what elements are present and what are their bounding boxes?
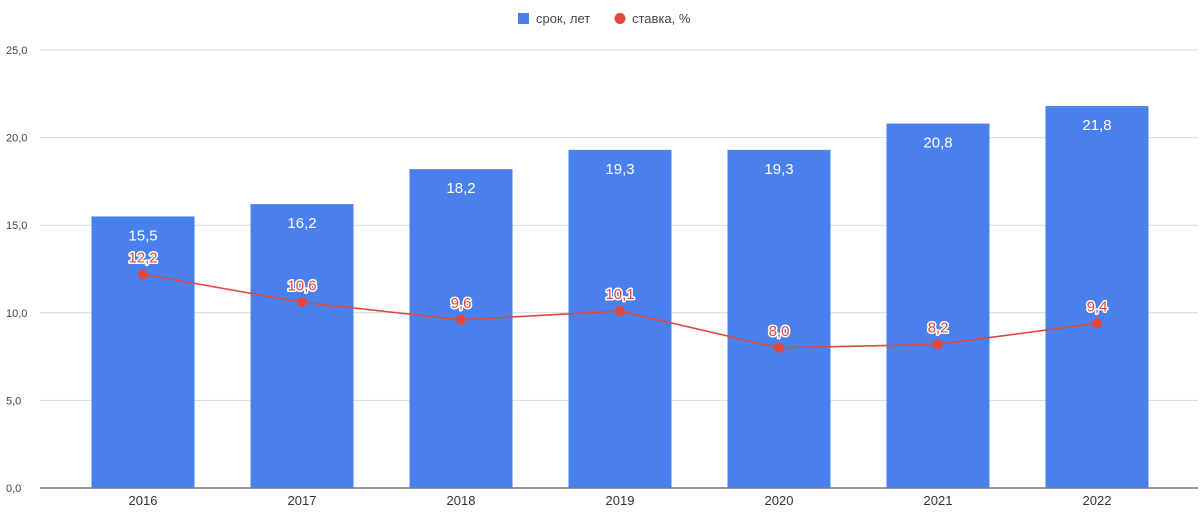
legend-swatch-line [614, 13, 626, 24]
y-tick-label: 20,0 [6, 133, 27, 145]
line-point-label: 9,6 [451, 295, 472, 312]
line-point [456, 314, 466, 325]
line-point-label: 10,6 [287, 277, 316, 294]
y-tick-label: 25,0 [6, 45, 27, 57]
bar-value-label: 18,2 [446, 180, 475, 197]
legend-label-bar: срок, лет [536, 11, 590, 26]
bar [1045, 106, 1149, 489]
x-tick-label: 2019 [606, 493, 635, 508]
x-tick-label: 2021 [924, 493, 953, 508]
x-tick-label: 2018 [447, 493, 476, 508]
legend-label-line: ставка, % [632, 11, 691, 26]
bar-value-label: 19,3 [764, 161, 793, 178]
line-point-label: 10,1 [605, 286, 634, 303]
x-tick-label: 2016 [129, 493, 158, 508]
line-point [933, 339, 943, 350]
x-tick-label: 2017 [288, 493, 317, 508]
line-point-label: 9,4 [1087, 298, 1108, 315]
x-tick-label: 2022 [1083, 493, 1112, 508]
bar [250, 204, 354, 488]
line-series: 12,2 10,6 9,6 10,1 8,0 8,2 9,4 [127, 248, 1109, 353]
line-point [297, 297, 307, 308]
legend-swatch-bar [518, 13, 529, 24]
y-tick-label: 5,0 [6, 395, 21, 407]
bar [886, 123, 990, 489]
y-tick-label: 15,0 [6, 220, 27, 232]
bar-value-label: 16,2 [287, 215, 316, 232]
bar-value-label: 20,8 [923, 135, 952, 152]
line-point-label: 8,2 [928, 319, 949, 336]
line-point [138, 269, 148, 280]
bar-value-label: 15,5 [128, 227, 157, 244]
y-tick-label: 10,0 [6, 308, 27, 320]
x-tick-label: 2020 [765, 493, 794, 508]
y-tick-label: 0,0 [6, 483, 21, 495]
line-point [615, 306, 625, 317]
line-point-label: 12,2 [128, 249, 157, 266]
legend: срок, лет ставка, % [518, 11, 691, 26]
y-axis-ticks: 0,0 5,0 10,0 15,0 20,0 25,0 [6, 45, 27, 495]
x-axis-ticks: 2016 2017 2018 2019 2020 2021 2022 [129, 493, 1112, 508]
bar [91, 216, 195, 488]
bar [727, 149, 831, 488]
line-point-label: 8,0 [769, 323, 790, 340]
bar-value-label: 19,3 [605, 161, 634, 178]
line-point [774, 342, 784, 353]
line-point [1092, 318, 1102, 329]
bar [409, 169, 513, 489]
bar-series: 15,5 16,2 18,2 19,3 19,3 20,8 21,8 [91, 106, 1149, 489]
bar-value-label: 21,8 [1082, 117, 1111, 134]
